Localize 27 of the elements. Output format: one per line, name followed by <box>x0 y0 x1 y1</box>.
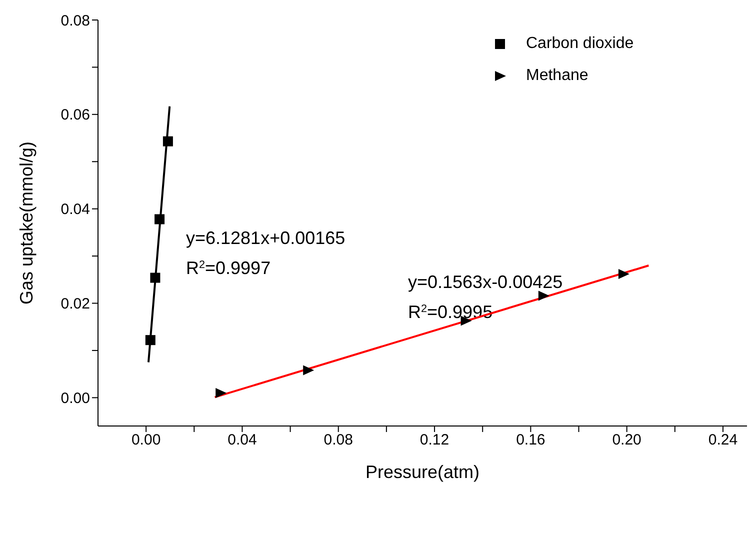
point <box>216 388 227 398</box>
y-tick-label: 0.04 <box>60 201 90 218</box>
y-tick-label: 0.00 <box>60 390 90 407</box>
x-axis-title: Pressure(atm) <box>365 462 480 482</box>
x-tick-label: 0.16 <box>516 432 546 449</box>
y-tick-label: 0.08 <box>60 12 90 30</box>
x-tick-label: 0.12 <box>420 432 450 449</box>
y-axis-title: Gas uptake(mmol/g) <box>16 141 36 305</box>
x-tick-label: 0.08 <box>324 432 353 449</box>
x-tick-label: 0.04 <box>228 432 257 449</box>
annotation: y=6.1281x+0.00165 <box>186 228 346 248</box>
point <box>150 272 160 283</box>
point <box>154 214 165 224</box>
point <box>618 268 630 279</box>
legend-label: Carbon dioxide <box>526 35 634 53</box>
point <box>162 136 173 146</box>
x-tick-label: 0.20 <box>612 432 642 449</box>
annotation: y=0.1563x-0.00425 <box>408 272 563 292</box>
annotation: R$^{2}$=0.9997 <box>186 258 271 278</box>
legend-label: Methane <box>526 67 588 85</box>
y-tick-label: 0.02 <box>60 296 90 313</box>
x-tick-label: 0.24 <box>708 432 738 449</box>
x-tick-label: 0.00 <box>131 432 161 449</box>
annotation: R$^{2}$=0.9995 <box>408 302 493 322</box>
y-tick-label: 0.06 <box>60 106 90 124</box>
point <box>303 365 314 376</box>
point <box>145 335 156 346</box>
